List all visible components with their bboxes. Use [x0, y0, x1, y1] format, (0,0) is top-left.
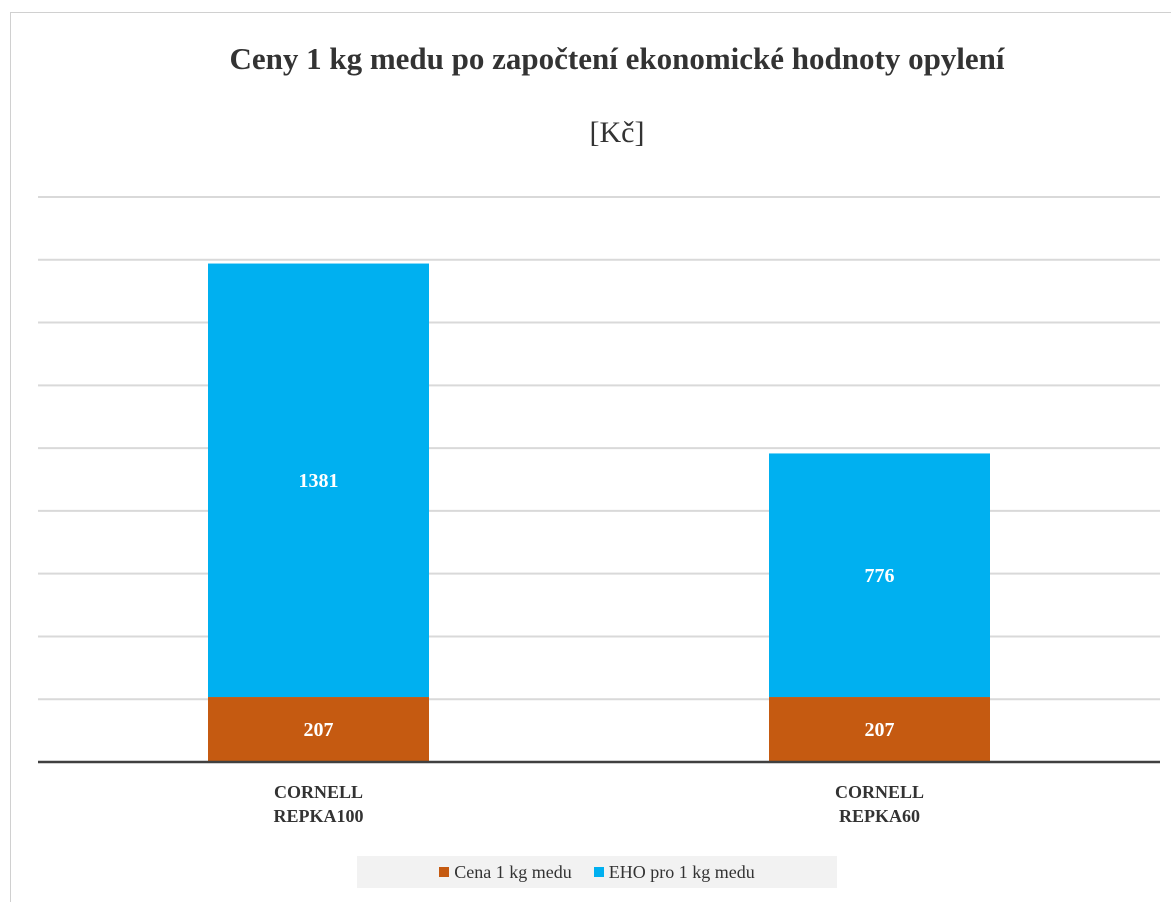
legend-label: EHO pro 1 kg medu [608, 861, 755, 882]
x-tick-label: CORNELL REPKA60 [834, 782, 924, 826]
legend: Cena 1 kg medu EHO pro 1 kg medu [357, 856, 837, 888]
legend-item: EHO pro 1 kg medu [593, 861, 755, 883]
data-label: 207 [304, 719, 334, 741]
bar-segment [769, 697, 990, 762]
data-label: 207 [865, 719, 895, 741]
data-label: 776 [865, 565, 895, 587]
legend-swatch [439, 867, 450, 877]
bar-segment [208, 263, 429, 698]
chart-title: Ceny 1 kg medu po započtení ekonomické h… [229, 41, 1005, 76]
chart-frame [10, 12, 1171, 902]
chart-subtitle: [Kč] [589, 116, 645, 149]
x-tick-label: CORNELL REPKA100 [273, 782, 364, 826]
legend-swatch [593, 867, 604, 877]
legend-label: Cena 1 kg medu [454, 861, 572, 882]
bar-segment [769, 453, 990, 698]
data-label: 1381 [299, 470, 339, 492]
legend-item: Cena 1 kg medu [439, 861, 572, 883]
bar-segment [208, 697, 429, 762]
